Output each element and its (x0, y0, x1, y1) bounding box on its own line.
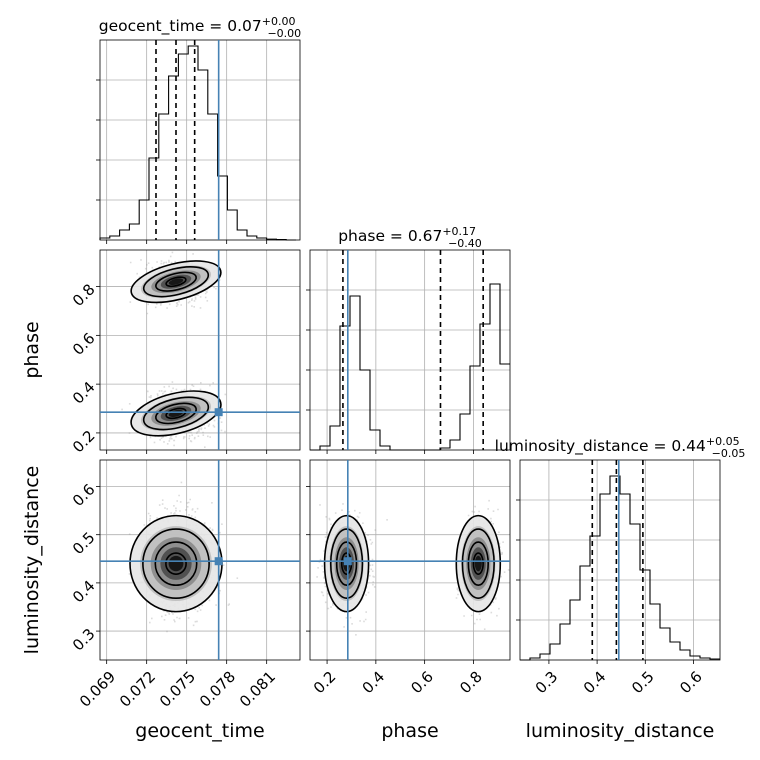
x-tick-label: 0.081 (236, 668, 279, 711)
title-main: geocent_time = 0.07 (99, 17, 262, 36)
density-phase-geocent_time (100, 250, 300, 450)
title-main: luminosity_distance = 0.44 (495, 437, 706, 456)
axes-frame (519, 459, 721, 661)
x-tick-label: 0.4 (580, 668, 610, 698)
contour-line (142, 396, 210, 431)
contour-line (142, 528, 210, 599)
density-luminosity_distance-phase (310, 460, 510, 660)
histogram-phase (310, 283, 510, 451)
axes-frame (99, 249, 301, 451)
panel-luminosity_distance-phase (306, 459, 511, 664)
contour-line (130, 260, 222, 304)
x-tick-label: 0.6 (676, 668, 706, 698)
title-sup: +0.05 (706, 435, 740, 448)
contour-line (461, 528, 495, 599)
panel-title: geocent_time = 0.07+0.00 −0.00 (99, 15, 301, 40)
contour-line (165, 407, 187, 420)
truth-point (214, 408, 223, 417)
density-level (474, 555, 482, 572)
x-tick-label: 0.075 (156, 668, 199, 711)
y-tick-label: 0.4 (69, 378, 99, 408)
y-tick-label: 0.2 (69, 427, 99, 457)
x-axis-label: geocent_time (135, 720, 264, 742)
panel-geocent_time-geocent_time (96, 39, 301, 244)
contour-line (154, 402, 198, 425)
x-tick-label: 0.4 (359, 668, 389, 698)
title-sub: −0.00 (267, 27, 301, 40)
truth-point (343, 557, 352, 566)
x-tick-label: 0.2 (310, 668, 340, 698)
contour-line (165, 276, 187, 288)
histogram-geocent_time (99, 45, 296, 241)
contour-line (335, 541, 358, 587)
title-sub: −0.05 (712, 447, 746, 460)
contour-line (329, 528, 364, 599)
contour-line (455, 514, 502, 613)
panel-content (316, 499, 510, 636)
contour-line (323, 514, 370, 613)
x-axis-label: luminosity_distance (526, 720, 715, 742)
x-tick-label: 0.3 (532, 668, 562, 698)
y-tick-label: 0.8 (69, 280, 99, 310)
density-luminosity_distance-geocent_time (100, 460, 300, 660)
panel-luminosity_distance-luminosity_distance (516, 459, 721, 664)
x-tick-label: 0.078 (196, 668, 239, 711)
x-tick-label: 0.069 (76, 668, 119, 711)
contour-line (467, 541, 489, 587)
x-axis-label: phase (381, 720, 438, 742)
contour-line (154, 541, 198, 587)
panel-title: luminosity_distance = 0.44+0.05 −0.05 (495, 435, 746, 460)
y-tick-label: 0.4 (69, 577, 99, 607)
x-tick-label: 0.5 (628, 668, 658, 698)
title-sub: −0.40 (448, 237, 482, 250)
y-tick-label: 0.6 (69, 329, 99, 359)
contour-line (130, 390, 222, 437)
histogram-luminosity_distance (520, 475, 720, 661)
panel-content (128, 481, 239, 633)
axes-frame (309, 459, 511, 661)
axes-frame (99, 459, 301, 661)
x-tick-label: 0.6 (407, 668, 437, 698)
axes-frame (99, 39, 301, 241)
y-axis-label: luminosity_distance (21, 466, 43, 655)
contour-line (472, 552, 484, 575)
truth-point (214, 557, 223, 566)
x-tick-label: 0.072 (116, 668, 159, 711)
contour-line (142, 265, 210, 298)
title-sup: +0.17 (442, 225, 476, 238)
y-tick-label: 0.5 (69, 529, 99, 559)
y-tick-label: 0.6 (69, 480, 99, 510)
y-axis-label: phase (21, 321, 43, 378)
panel-title: phase = 0.67+0.17 −0.40 (338, 225, 482, 250)
panel-phase-phase (306, 249, 511, 454)
panel-content (121, 251, 227, 448)
y-tick-label: 0.3 (69, 625, 99, 655)
contour-line (165, 552, 187, 575)
title-sup: +0.00 (262, 15, 296, 28)
title-main: phase = 0.67 (338, 227, 442, 245)
density-level (168, 555, 184, 572)
panel-luminosity_distance-geocent_time (96, 459, 301, 664)
density-level (168, 278, 184, 286)
x-tick-label: 0.8 (456, 668, 486, 698)
contour-line (155, 271, 197, 292)
